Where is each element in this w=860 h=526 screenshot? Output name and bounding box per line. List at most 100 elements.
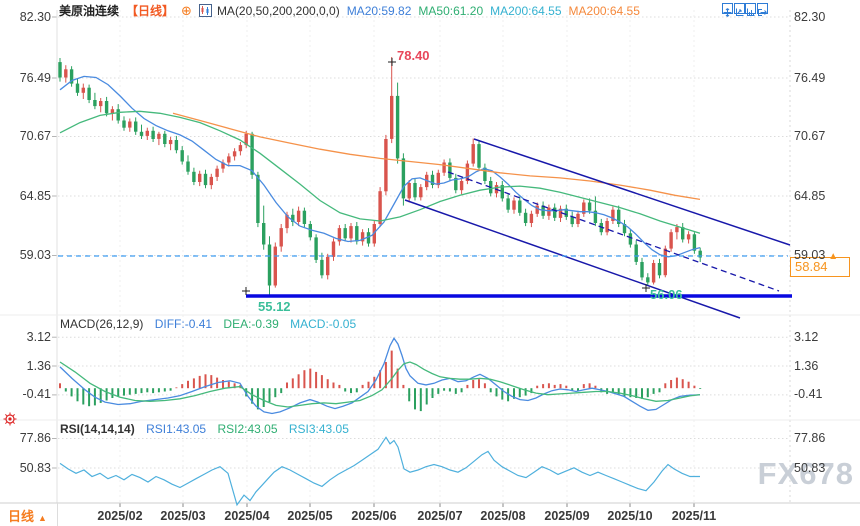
ma-value-label: MA20:59.82 [346, 4, 412, 18]
period-selector-label[interactable]: 日线 [8, 509, 35, 524]
candle-body [471, 144, 475, 164]
macd-axis-label: -0.41 [22, 387, 52, 402]
candle-body [448, 162, 452, 178]
ma-settings-label[interactable]: MA(20,50,200,200,0,0) [216, 4, 340, 18]
candle-body [477, 144, 481, 168]
candle-body [186, 161, 190, 172]
candle-body [337, 228, 342, 242]
price-axis-label: 59.03 [19, 248, 51, 262]
rsi-title[interactable]: RSI(14,14,14) [60, 422, 135, 436]
axis-zoom-icon[interactable] [733, 3, 745, 16]
candle-body [640, 262, 644, 278]
candle-body [168, 140, 173, 145]
candle-body [535, 205, 539, 214]
macd-diff-value: DIFF:-0.41 [154, 317, 213, 331]
candle-body [553, 207, 557, 218]
rsi3-value: RSI3:43.05 [288, 422, 349, 436]
candle-body [139, 131, 144, 136]
candle-body [698, 250, 702, 258]
candle-body [593, 210, 598, 223]
candle-body [64, 69, 68, 78]
candle-body [209, 176, 213, 186]
bar-scale-icon[interactable] [745, 3, 756, 16]
time-axis-label: 2025/11 [671, 509, 717, 523]
mid-channel-dashed-line[interactable] [447, 171, 780, 292]
popout-icon[interactable] [756, 3, 768, 16]
candle-body [343, 228, 347, 239]
candle-body [558, 208, 563, 218]
rsi1-value: RSI1:43.05 [146, 422, 207, 436]
candle-body [262, 223, 266, 245]
candle-body [605, 221, 609, 233]
annotation-label: 55.12 [258, 299, 291, 314]
time-axis-label: 2025/07 [417, 509, 463, 523]
candle-body [99, 101, 103, 107]
candle-body [116, 109, 120, 121]
ma50-line [59, 110, 701, 234]
ma-values: MA20:59.82 MA50:61.20 MA200:64.55 MA200:64.… [347, 4, 647, 18]
candle-body [564, 208, 568, 217]
candle-body [454, 177, 458, 191]
candle-body [681, 227, 685, 240]
record-indicator-icon[interactable] [3, 412, 17, 431]
candle-body [419, 187, 423, 198]
candle-body [349, 226, 353, 239]
candle-body [331, 241, 336, 257]
candle-body [122, 120, 126, 128]
time-axis-label: 2025/05 [287, 509, 333, 523]
ma-value-label: MA50:61.20 [418, 4, 484, 18]
watermark: FX678 [757, 456, 854, 491]
candle-body [157, 133, 161, 139]
annotation-label: 56.06 [650, 287, 683, 302]
candle-body [518, 200, 522, 213]
period-selector[interactable]: 日线 ▲ [8, 506, 47, 525]
candle-body [663, 248, 667, 276]
rsi2-value: RSI2:43.05 [217, 422, 278, 436]
candle-body [250, 133, 254, 175]
candle-body [302, 210, 307, 224]
rsi-axis-label: 50.83 [794, 460, 826, 475]
candle-body [401, 158, 406, 199]
candle-body [291, 214, 295, 222]
price-axis-label: 70.67 [794, 129, 826, 143]
macd-title[interactable]: MACD(26,12,9) [60, 317, 144, 331]
candle-body [180, 150, 184, 162]
time-axis-label: 2025/03 [160, 509, 206, 523]
macd-header: MACD(26,12,9) DIFF:-0.41 DEA:-0.39 MACD:… [60, 317, 364, 331]
candle-body [145, 130, 149, 136]
candle-body [326, 256, 330, 276]
candle-body [669, 232, 673, 249]
candle-body [582, 202, 586, 214]
price-axis-label: 76.49 [794, 70, 826, 85]
candle-body [384, 139, 388, 192]
annotation-label: 78.40 [397, 48, 430, 63]
candle-body [442, 162, 446, 173]
candle-body [69, 69, 74, 84]
time-axis-label: 2025/02 [97, 509, 143, 523]
candle-body [203, 173, 208, 186]
lower-channel-line[interactable] [404, 199, 741, 319]
candle-body [617, 209, 621, 224]
symbol-name: 美原油连续 [59, 4, 120, 18]
diff-line [59, 337, 701, 415]
candle-body [355, 226, 359, 242]
last-price-box: 58.84 [790, 257, 850, 277]
candle-body [372, 224, 376, 244]
rsi-axis-label: 77.86 [794, 431, 826, 445]
upper-channel-line[interactable] [473, 138, 791, 246]
macd-dea-value: DEA:-0.39 [223, 317, 279, 331]
pan-icon[interactable] [722, 3, 733, 17]
candle-body [238, 145, 243, 152]
period-tag[interactable]: 【日线】 [126, 4, 175, 18]
time-axis-label: 2025/06 [351, 509, 397, 523]
candle-body [267, 244, 272, 286]
candle-body [576, 213, 580, 224]
macd-axis-label: 1.36 [794, 358, 819, 373]
candle-body [134, 121, 138, 132]
candlestick-chart-icon [198, 4, 212, 18]
dea-line [59, 361, 701, 408]
chart-header: 美原油连续 【日线】 ⊕ MA(20,50,200,200,0,0) MA20:59.8… [59, 2, 654, 19]
expand-icon[interactable]: ⊕ [181, 3, 192, 18]
candle-body [93, 100, 97, 107]
